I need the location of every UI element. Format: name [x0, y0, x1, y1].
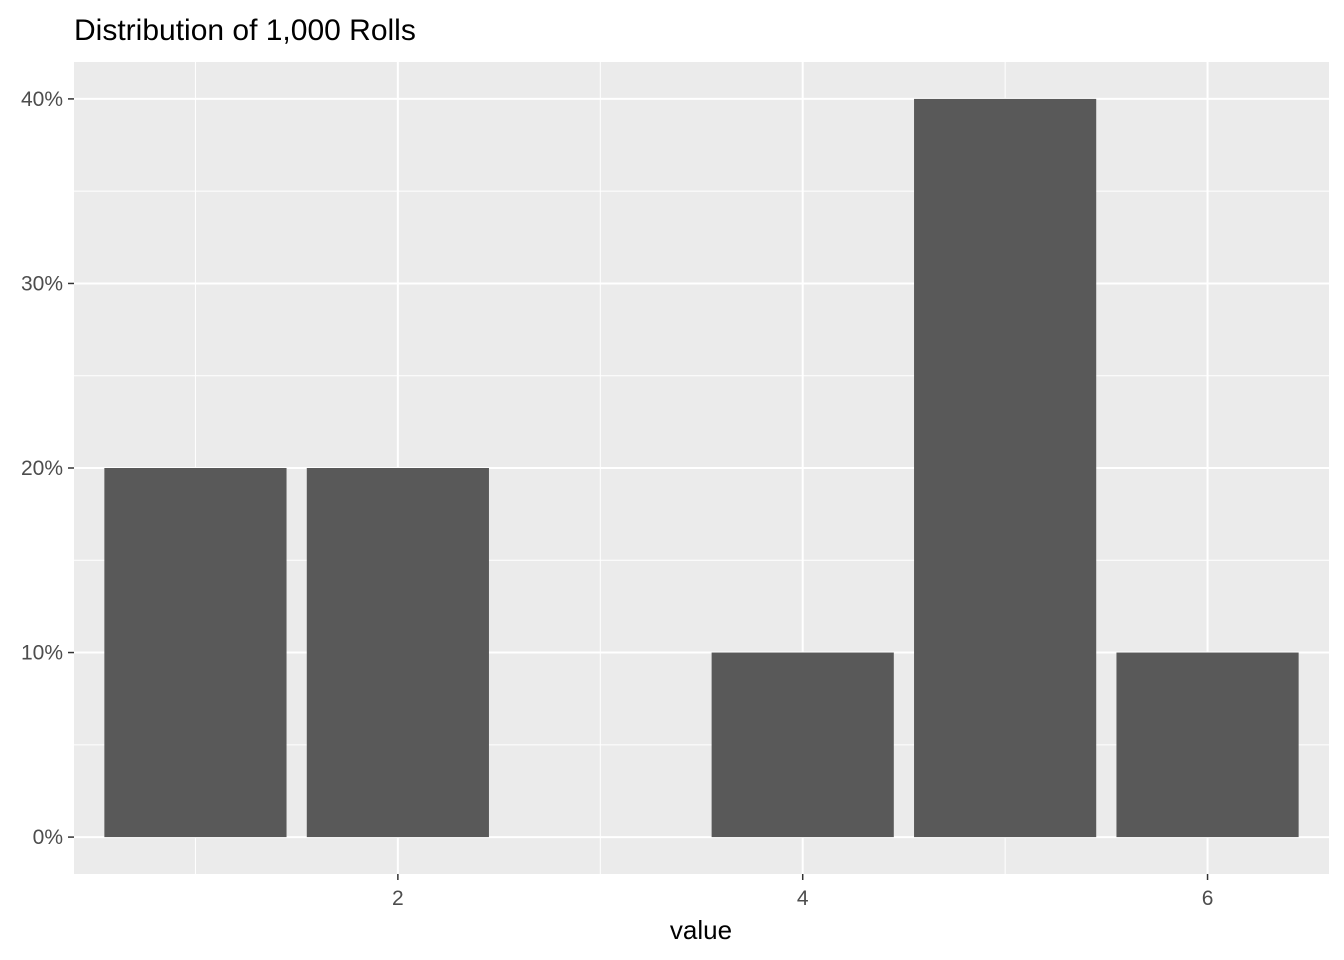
x-tick-label: 2 — [392, 887, 404, 910]
x-tick-label: 4 — [797, 887, 809, 910]
y-tick-label: 40% — [21, 88, 63, 111]
bar-value-6 — [1116, 652, 1299, 838]
x-axis: 2 4 6 — [392, 874, 1213, 910]
x-tick-label: 6 — [1202, 887, 1214, 910]
y-tick-label: 30% — [21, 272, 63, 295]
bars — [104, 98, 1299, 838]
x-axis-title: value — [670, 915, 732, 945]
bar-value-2 — [306, 468, 489, 838]
chart-title: Distribution of 1,000 Rolls — [74, 14, 416, 47]
y-tick-label: 0% — [33, 826, 63, 849]
y-axis: 0% 10% 20% 30% 40% — [21, 88, 74, 849]
y-tick-label: 20% — [21, 457, 63, 480]
bar-value-4 — [711, 652, 894, 838]
y-tick-label: 10% — [21, 642, 63, 665]
bar-value-1 — [104, 468, 287, 838]
bar-value-5 — [914, 98, 1097, 838]
